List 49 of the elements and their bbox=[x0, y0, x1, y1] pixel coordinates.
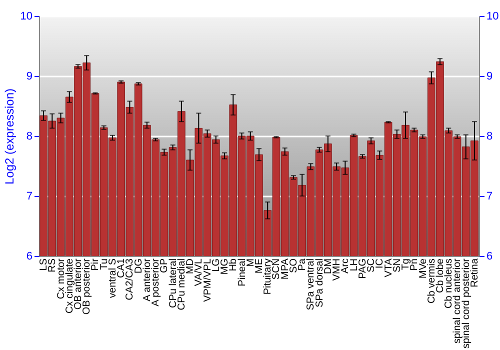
x-tick-label: OB anterior bbox=[73, 258, 84, 310]
x-tick-label: LH bbox=[348, 258, 360, 272]
y-tick-label: 9 bbox=[26, 70, 32, 82]
y2-tick-label: 6 bbox=[486, 250, 493, 262]
x-tick-label: VTA bbox=[383, 258, 394, 278]
x-tick-label: LG bbox=[210, 258, 222, 272]
x-tick-label: Retina bbox=[469, 258, 480, 288]
x-tick-label: DG bbox=[133, 258, 144, 274]
x-tick-label: Tg bbox=[400, 258, 412, 270]
x-tick-label: SCN bbox=[271, 258, 282, 280]
x-tick-label: ME bbox=[254, 258, 265, 274]
y-tick-label: 10 bbox=[20, 10, 32, 22]
y2-tick-label: 10 bbox=[486, 10, 499, 22]
x-tick-label: SO bbox=[288, 258, 300, 273]
x-tick-label: MPA bbox=[280, 258, 291, 280]
x-tick-label: DM bbox=[322, 258, 334, 274]
x-tick-label: CPu medial bbox=[176, 258, 188, 310]
x-tick-label: RS bbox=[47, 258, 58, 272]
y-tick-label: 7 bbox=[26, 190, 32, 202]
x-tick-label: spinal cord posterior bbox=[460, 258, 472, 349]
x-tick-label: VPM/VPL bbox=[202, 258, 214, 302]
y-axis-title: Log2 (expression) bbox=[2, 88, 16, 185]
x-tick-label: GP bbox=[159, 258, 170, 273]
x-tick-label: CA2/CA3 bbox=[124, 258, 136, 300]
x-tick-label: Pineal bbox=[236, 258, 248, 286]
y-tick-label: 6 bbox=[26, 250, 32, 262]
x-tick-label: Pituitary bbox=[262, 258, 274, 295]
x-tick-label: Pir bbox=[90, 258, 102, 271]
x-tick-label: Hb bbox=[228, 258, 240, 272]
x-tick-label: OB posterior bbox=[82, 258, 93, 315]
x-tick-label: MVe bbox=[418, 258, 429, 279]
x-tick-label: A posterior bbox=[150, 258, 162, 306]
y2-tick-label: 9 bbox=[486, 70, 493, 82]
x-tick-label: PAG bbox=[357, 258, 368, 279]
x-tick-label: Cx cingulate bbox=[64, 258, 76, 314]
x-tick-label: Cb lobe bbox=[435, 258, 446, 293]
x-tick-label: spinal cord anterior bbox=[452, 258, 464, 344]
y-tick-label: 8 bbox=[26, 130, 32, 142]
x-tick-label: IC bbox=[374, 258, 386, 268]
x-tick-label: Tu bbox=[98, 258, 110, 270]
x-tick-label: M bbox=[245, 258, 256, 267]
x-tick-label: Pn bbox=[409, 258, 420, 271]
x-tick-label: Arc bbox=[340, 258, 352, 274]
x-tick-label: SN bbox=[392, 258, 403, 272]
x-tick-label: SPa dorsal bbox=[314, 258, 326, 308]
y2-tick-label: 7 bbox=[486, 190, 493, 202]
x-tick-label: ventral S bbox=[107, 258, 118, 298]
y2-tick-label: 8 bbox=[486, 130, 493, 142]
x-tick-label: A anterior bbox=[142, 258, 153, 302]
